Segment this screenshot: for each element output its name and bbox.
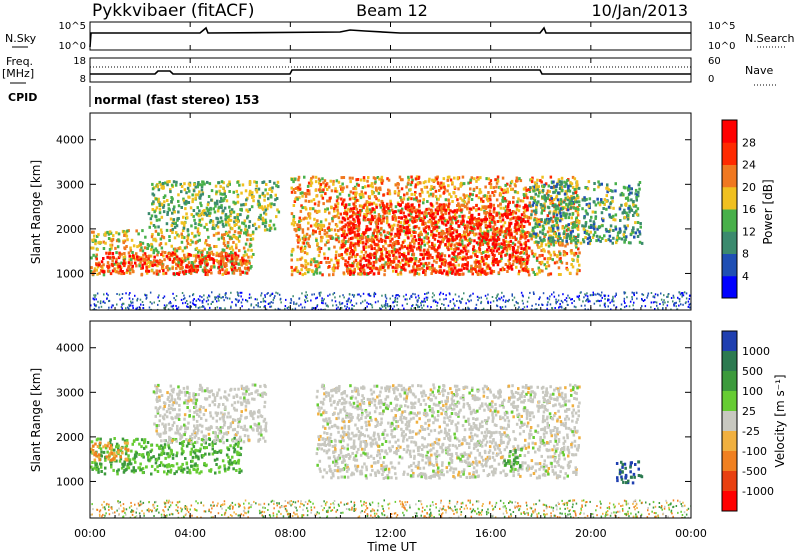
y-tick-label: 1000 <box>56 267 84 280</box>
velocity-region-1 <box>90 441 130 462</box>
y-ticks: 4000 3000 2000 1000 4000 3000 2000 1000 <box>56 134 691 488</box>
y-tick-label: 4000 <box>56 134 84 147</box>
power-colorbar: 28 24 20 16 12 8 4 <box>721 119 756 299</box>
power-region-4 <box>340 202 531 277</box>
power-colorbar-tick: 20 <box>742 181 756 194</box>
power-colorbar-frame <box>721 119 738 299</box>
velocity-colorbar-swatch <box>722 391 737 412</box>
velocity-colorbar-swatch <box>722 411 737 432</box>
power-colorbar-label: Power [dB] <box>761 179 775 244</box>
y-tick-label: 1000 <box>56 475 84 488</box>
y-tick-label: 3000 <box>56 178 84 191</box>
velocity-near-range-noise <box>90 499 691 518</box>
beam-title: Beam 12 <box>356 1 428 20</box>
velocity-colorbar-tick: -1000 <box>742 485 774 498</box>
velocity-colorbar-label: Velocity [m s⁻¹] <box>773 374 787 467</box>
velocity-colorbar-tick: -500 <box>742 465 767 478</box>
cpid-label: CPID <box>8 91 37 104</box>
velocity-ylabel: Slant Range [km] <box>29 368 43 472</box>
velocity-heatmap <box>90 383 691 518</box>
nsky-tick-top: 10^5 <box>59 21 86 32</box>
velocity-colorbar-frame <box>721 330 738 512</box>
nsearch-tick-bottom: 10^0 <box>708 41 735 52</box>
power-colorbar-tick: 8 <box>742 248 749 261</box>
velocity-colorbar-swatch <box>722 331 737 352</box>
velocity-region-3 <box>315 383 581 480</box>
power-colorbar-swatch <box>722 120 737 143</box>
xaxis-label: Time UT <box>366 540 417 554</box>
velocity-colorbar-tick: -25 <box>742 425 760 438</box>
nave-tick-top: 60 <box>708 56 721 67</box>
nsky-trace <box>89 26 691 48</box>
nsky-label: N.Sky <box>5 32 37 45</box>
velocity-region-0 <box>90 437 243 476</box>
power-colorbar-swatch <box>722 275 737 299</box>
x-ticks: 00:00 04:00 08:00 12:00 16:00 20:00 00:00 <box>74 22 707 540</box>
x-tick-label: 00:00 <box>675 527 707 540</box>
power-colorbar-swatch <box>722 209 737 232</box>
x-tick-label: 16:00 <box>475 527 507 540</box>
power-colorbar-swatch <box>722 253 737 277</box>
velocity-colorbar-swatch <box>722 471 737 492</box>
power-colorbar-tick: 4 <box>742 270 749 283</box>
power-colorbar-swatch <box>722 231 737 254</box>
freq-tick-top: 18 <box>73 56 86 67</box>
cpid-text: normal (fast stereo) 153 <box>94 93 260 107</box>
y-tick-label: 4000 <box>56 342 84 355</box>
velocity-colorbar-swatch <box>722 491 737 512</box>
power-region-2 <box>147 180 281 232</box>
nsearch-label: N.Search <box>745 32 795 45</box>
x-tick-label: 12:00 <box>375 527 407 540</box>
power-colorbar-swatch <box>722 186 737 210</box>
velocity-colorbar-tick: 25 <box>742 405 756 418</box>
power-colorbar-tick: 24 <box>742 159 756 172</box>
nave-tick-bottom: 0 <box>708 74 714 85</box>
freq-unit-label: [MHz] <box>2 67 34 80</box>
x-tick-label: 08:00 <box>274 527 306 540</box>
velocity-colorbar-swatch <box>722 431 737 452</box>
date-title: 10/Jan/2013 <box>591 1 688 20</box>
velocity-colorbar-tick: 1000 <box>742 345 770 358</box>
x-tick-label: 20:00 <box>575 527 607 540</box>
station-title: Pykkvibaer (fitACF) <box>92 1 254 21</box>
power-region-1 <box>95 251 250 277</box>
y-tick-label: 2000 <box>56 223 84 236</box>
velocity-region-4 <box>503 447 523 471</box>
freq-tick-bottom: 8 <box>80 74 86 85</box>
nave-label: Nave <box>745 64 773 77</box>
velocity-colorbar-swatch <box>722 351 737 372</box>
nsky-tick-bottom: 10^0 <box>59 41 86 52</box>
power-colorbar-swatch <box>722 142 737 165</box>
y-tick-label: 3000 <box>56 386 84 399</box>
x-tick-label: 04:00 <box>174 527 206 540</box>
power-colorbar-swatch <box>722 164 737 188</box>
power-colorbar-tick: 28 <box>742 136 756 149</box>
x-tick-label: 00:00 <box>74 527 106 540</box>
velocity-region-2 <box>152 383 268 445</box>
y-tick-label: 2000 <box>56 431 84 444</box>
power-region-5 <box>528 180 644 246</box>
velocity-colorbar-tick: 500 <box>742 365 763 378</box>
power-colorbar-tick: 12 <box>742 225 756 238</box>
velocity-colorbar-swatch <box>722 451 737 472</box>
power-ylabel: Slant Range [km] <box>29 160 43 264</box>
velocity-colorbar-swatch <box>722 371 737 392</box>
freq-label: Freq. <box>6 55 33 68</box>
velocity-colorbar: 1000 500 100 25 -25 -100 -500 -1000 <box>721 330 774 512</box>
power-colorbar-tick: 16 <box>742 203 756 216</box>
nsearch-tick-top: 10^5 <box>708 21 735 32</box>
velocity-colorbar-tick: -100 <box>742 445 767 458</box>
velocity-colorbar-tick: 100 <box>742 385 763 398</box>
velocity-region-5 <box>615 460 644 485</box>
freq-trace <box>90 69 691 75</box>
power-near-range-noise <box>90 291 691 310</box>
power-heatmap <box>90 175 691 310</box>
